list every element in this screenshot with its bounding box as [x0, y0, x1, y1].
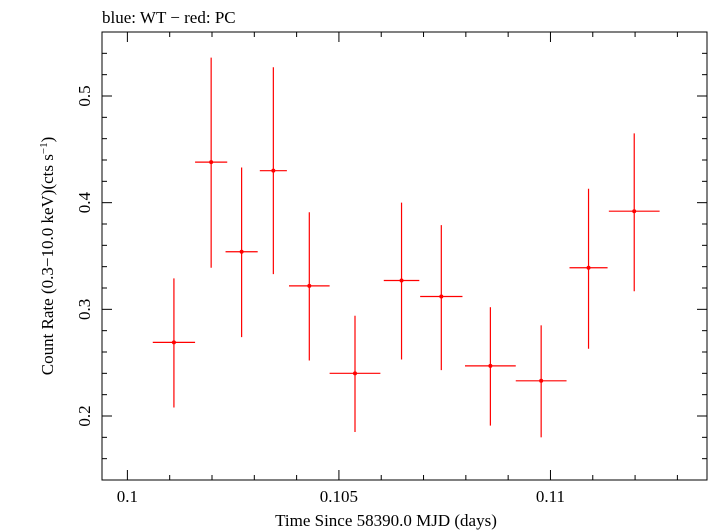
- data-point: [259, 67, 287, 275]
- data-point: [515, 325, 567, 438]
- data-point: [569, 188, 608, 349]
- data-marker: [271, 168, 276, 173]
- chart-title: blue: WT − red: PC: [102, 8, 236, 27]
- y-axis-label-main: Count Rate (0.3−10.0 keV)(cts s: [38, 154, 57, 375]
- data-point: [420, 225, 463, 371]
- x-axis: 0.1 0.105 0.11: [117, 32, 678, 506]
- data-marker: [209, 160, 214, 165]
- data-marker: [399, 278, 404, 283]
- data-marker: [439, 294, 444, 299]
- data-marker: [307, 283, 312, 288]
- data-marker: [632, 209, 637, 214]
- data-point: [329, 315, 381, 432]
- data-point: [383, 202, 420, 360]
- plot-frame: [101, 31, 708, 481]
- x-tick-label: 0.1: [117, 487, 138, 506]
- data-point: [608, 133, 660, 292]
- y-tick-label: 0.4: [75, 192, 94, 214]
- data-marker: [353, 371, 357, 376]
- x-tick-label: 0.11: [536, 487, 565, 506]
- y-axis-label-close: ): [38, 137, 57, 143]
- y-tick-label: 0.3: [75, 299, 94, 320]
- data-point: [289, 212, 330, 361]
- x-tick-label: 0.105: [320, 487, 358, 506]
- data-point: [225, 167, 258, 338]
- data-marker: [586, 265, 591, 270]
- y-axis-label-exponent: −1: [38, 142, 50, 154]
- y-axis-label: Count Rate (0.3−10.0 keV)(cts s−1): [38, 137, 57, 376]
- data-point: [465, 307, 516, 426]
- data-point: [152, 278, 196, 408]
- y-axis: 0.2 0.3 0.4 0.5: [75, 31, 707, 481]
- data-marker: [171, 340, 176, 345]
- y-tick-label: 0.2: [75, 405, 94, 426]
- data-marker: [239, 249, 244, 254]
- data-marker: [488, 363, 493, 368]
- data-series: [152, 57, 660, 438]
- y-tick-label: 0.5: [75, 85, 94, 106]
- x-axis-label: Time Since 58390.0 MJD (days): [275, 511, 497, 530]
- data-marker: [539, 378, 544, 383]
- data-point: [195, 57, 228, 268]
